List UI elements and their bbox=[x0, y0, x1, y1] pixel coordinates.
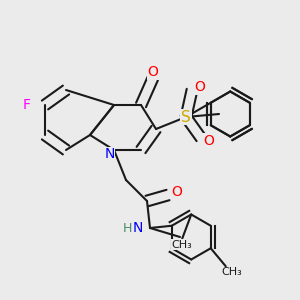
Text: H: H bbox=[123, 221, 132, 235]
Text: O: O bbox=[172, 185, 182, 199]
Text: O: O bbox=[203, 134, 214, 148]
Text: N: N bbox=[133, 221, 143, 235]
Text: CH₃: CH₃ bbox=[221, 267, 242, 277]
Text: S: S bbox=[181, 110, 191, 124]
Text: CH₃: CH₃ bbox=[172, 239, 193, 250]
Text: N: N bbox=[104, 148, 115, 161]
Text: O: O bbox=[148, 65, 158, 79]
Text: O: O bbox=[194, 80, 205, 94]
Text: F: F bbox=[23, 98, 31, 112]
